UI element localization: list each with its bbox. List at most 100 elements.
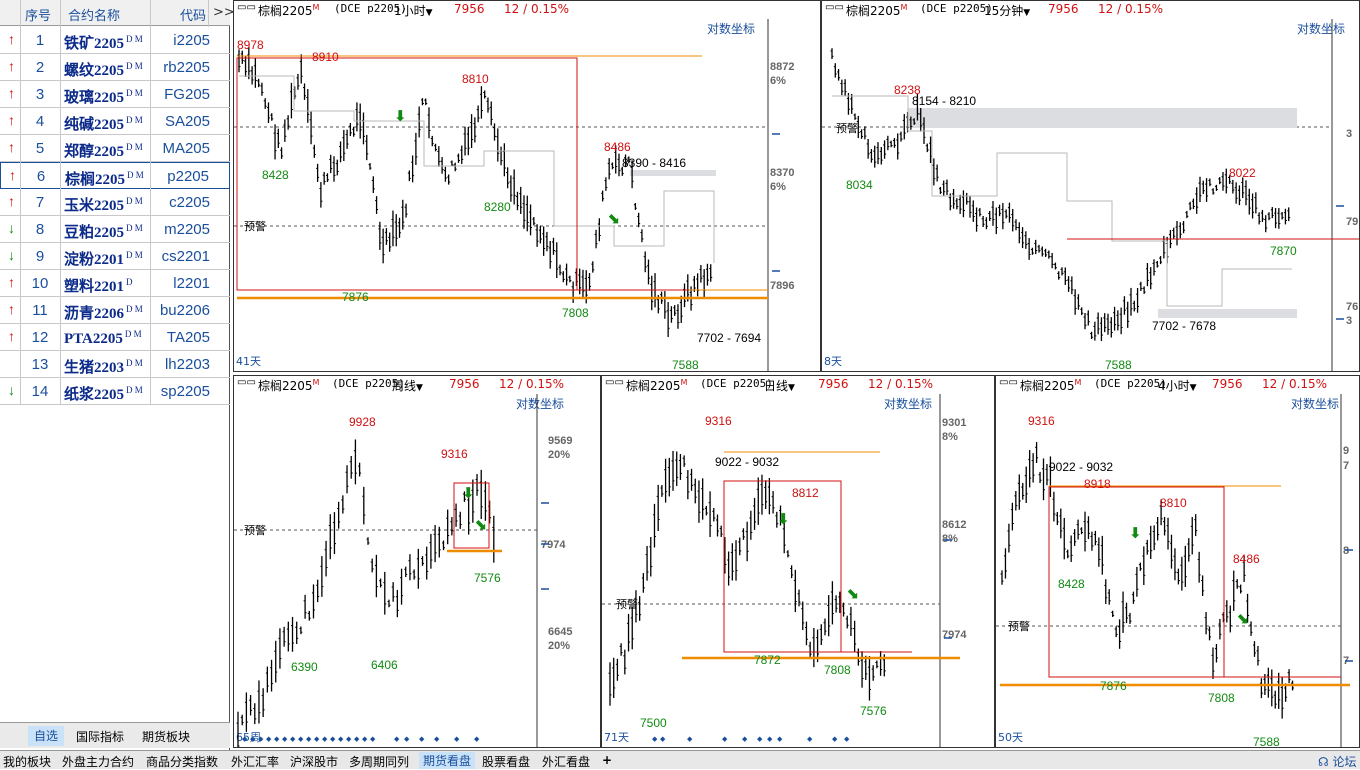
contract-flags: D M [126,196,143,206]
chart-panel-weekly[interactable]: ▭▭ 棕榈2205M (DCE p2205) 周线▼ 7956 12 / 0.1… [233,375,601,748]
chart-link-icon[interactable]: ▭▭ [237,2,256,13]
row-code: i2205 [173,32,210,49]
chart-link-icon[interactable]: ▭▭ [237,377,256,388]
up-arrow-icon: ↑ [8,58,15,74]
axis-label: 7974 [541,539,566,551]
tab-stock-view[interactable]: 股票看盘 [482,755,531,769]
event-marker-icon: ◆ [757,735,763,743]
log-coordinate-toggle[interactable]: 对数坐标 [515,397,564,411]
tab-foreign-main-contracts[interactable]: 外盘主力合约 [62,755,135,769]
chart-panel-15m[interactable]: ▭▭ 棕榈2205M (DCE p2205) 15分钟▼ 7956 12 / 0… [821,0,1360,372]
contract-flags: D M [126,223,143,233]
up-arrow-icon: ↑ [8,139,15,155]
chevron-down-icon: ▼ [1189,383,1197,393]
tab-futures-sector[interactable]: 期货板块 [142,730,191,744]
chart-panel-4h[interactable]: ▭▭ 棕榈2205M (DCE p2205) 4小时▼ 7956 12 / 0.… [995,375,1360,748]
row-index: 11 [32,302,48,319]
tab-my-sectors[interactable]: 我的板块 [3,755,52,769]
event-marker-icon: ◆ [266,735,272,743]
period-select[interactable]: 15分钟▼ [984,2,1030,19]
price-label: 8428 [262,168,289,182]
bar-count-label: 41天 [236,355,261,368]
tab-futures-view[interactable]: 期货看盘 [419,752,476,769]
tab-sh-sz-stocks[interactable]: 沪深股市 [290,755,339,769]
tab-fx-view[interactable]: 外汇看盘 [542,755,591,769]
price-label: 8978 [237,38,264,52]
tab-fx-rates[interactable]: 外汇汇率 [231,755,280,769]
watchlist-row[interactable]: ↓ 9 淀粉2201 D M cs2201 [0,243,230,270]
watchlist-row[interactable]: ↑ 11 沥青2206 D M bu2206 [0,297,230,324]
row-contract-name: 淀粉2201 D M [64,248,143,269]
period-select[interactable]: 4小时▼ [1158,377,1197,394]
watchlist-row[interactable]: ↑ 5 郑醇2205 D M MA205 [0,135,230,162]
down-arrow-icon: ↓ [8,382,15,398]
event-marker-icon: ◆ [362,735,368,743]
header-name[interactable]: 合约名称 [68,9,121,24]
row-code: p2205 [167,168,209,185]
watchlist-row[interactable]: ↑ 3 玻璃2205 D M FG205 [0,81,230,108]
contract-name-text: 棕榈2205 [65,172,126,188]
header-index[interactable]: 序号 [25,9,52,24]
period-select[interactable]: 日线▼ [764,377,795,394]
row-code: SA205 [164,113,210,130]
price-label: 7500 [640,716,667,730]
symbol-text: 棕榈2205 [258,379,313,393]
axis-label: 9569 [548,435,572,447]
contract-flags: D [126,277,133,287]
event-marker-icon: ◆ [346,735,352,743]
axis-label: 9 [1343,445,1349,457]
header-more-button[interactable]: >> [213,5,235,20]
chart-symbol: 棕榈2205M [846,2,907,19]
bar-count-label: 65周 [236,731,261,744]
watchlist-row[interactable]: ↑ 7 玉米2205 D M c2205 [0,189,230,216]
bottom-tab-bar: 我的板块 外盘主力合约 商品分类指数 外汇汇率 沪深股市 多周期同列 期货看盘 … [0,750,1360,769]
row-contract-name: 纯碱2205 D M [64,113,143,134]
down-right-arrow-icon: ⬊ [1236,609,1249,627]
up-arrow-icon: ↑ [8,328,15,344]
watchlist-row[interactable]: ↓ 8 豆粕2205 D M m2205 [0,216,230,243]
watchlist-row[interactable]: ↑ 4 纯碱2205 D M SA205 [0,108,230,135]
row-contract-name: 纸浆2205 D M [64,383,143,404]
event-marker-icon: ◆ [330,735,336,743]
price-label: 7872 [754,653,781,667]
event-marker-icon: ◆ [404,735,410,743]
watchlist-row[interactable]: ↑ 12 PTA2205 D M TA205 [0,324,230,351]
log-coordinate-toggle[interactable]: 对数坐标 [706,22,755,36]
axis-label: 7 [1343,460,1349,472]
watchlist-row[interactable]: ↑ 6 棕榈2205 D M p2205 [0,162,230,189]
log-coordinate-toggle[interactable]: 对数坐标 [883,397,932,411]
price-label: 7876 [342,290,369,304]
candlestick-plot: 预警 9316 9022 - 9032 8918 8810 8486 8428 7876 780… [996,394,1353,747]
forum-link[interactable]: ☊ 论坛 [1318,753,1357,770]
chart-panel-daily[interactable]: ▭▭ 棕榈2205M (DCE p2205) 日线▼ 7956 12 / 0.1… [601,375,995,748]
watchlist-header: 序号 合约名称 代码 >> [0,0,235,26]
down-arrow-icon: ⬇ [394,107,407,125]
log-coordinate-toggle[interactable]: 对数坐标 [1296,22,1345,36]
watchlist-row[interactable]: 13 生猪2203 D M lh2203 [0,351,230,378]
period-select[interactable]: 周线▼ [392,377,423,394]
watchlist-row[interactable]: ↑ 10 塑料2201 D l2201 [0,270,230,297]
watchlist-row[interactable]: ↑ 1 铁矿2205 D M i2205 [0,27,230,54]
chart-link-icon[interactable]: ▭▭ [999,377,1018,388]
add-tab-button[interactable]: + [602,753,613,767]
candlestick-plot: 预警 8978 8910 8810 8486 8428 8280 7876 7808 7588 83… [234,19,794,371]
tab-intl-index[interactable]: 国际指标 [76,730,125,744]
log-coordinate-toggle[interactable]: 对数坐标 [1290,397,1339,411]
price-label: 8280 [484,200,511,214]
price-label: 8486 [604,140,631,154]
tab-multi-period[interactable]: 多周期同列 [349,755,410,769]
bar-count-label: 8天 [824,355,842,368]
period-label: 4小时 [1158,379,1190,393]
watchlist-row[interactable]: ↑ 2 螺纹2205 D M rb2205 [0,54,230,81]
watchlist-row[interactable]: ↓ 14 纸浆2205 D M sp2205 [0,378,230,405]
period-select[interactable]: 1小时▼ [394,2,433,19]
row-index: 2 [35,59,45,76]
chart-link-icon[interactable]: ▭▭ [825,2,844,13]
price-label: 7588 [1105,358,1132,371]
row-code: l2201 [173,275,210,292]
header-code[interactable]: 代码 [180,9,207,24]
chart-panel-1h[interactable]: ▭▭ 棕榈2205M (DCE p2205) 1小时▼ 7956 12 / 0.… [233,0,821,372]
chart-link-icon[interactable]: ▭▭ [605,377,624,388]
tab-commodity-index[interactable]: 商品分类指数 [146,755,219,769]
tab-favorites[interactable]: 自选 [28,726,65,746]
